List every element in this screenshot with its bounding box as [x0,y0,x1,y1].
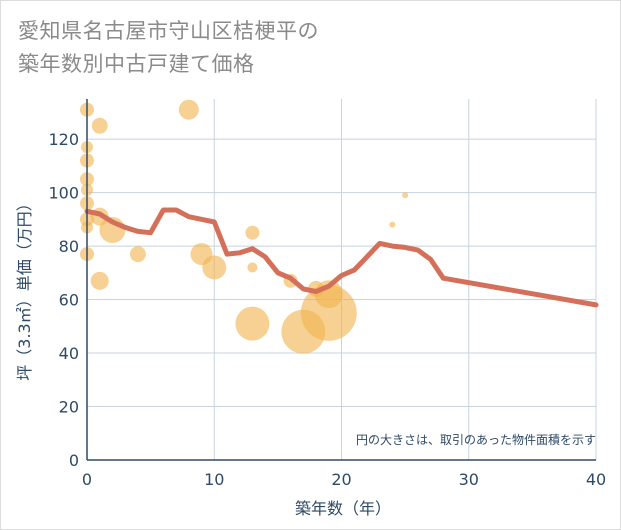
data-bubble [91,117,108,134]
y-tick-label: 60 [59,291,79,310]
x-tick-label: 40 [586,470,606,489]
chart-title-line-2: 築年数別中古戸建て価格 [18,52,255,76]
x-tick-label: 10 [204,470,224,489]
data-bubble [281,309,326,354]
chart-title-line-1: 愛知県名古屋市守山区桔梗平の [18,19,319,43]
data-bubble [178,99,199,120]
y-tick-label: 20 [59,398,79,417]
axes: 0 20 40 60 80 100 120 0 10 20 30 40 [48,99,606,489]
x-tick-label: 0 [82,470,92,489]
y-tick-label: 100 [48,184,79,203]
x-tick-label: 30 [459,470,479,489]
y-tick-label: 120 [48,130,79,149]
data-bubble [245,225,260,240]
y-tick-label: 0 [69,451,79,470]
x-axis-title: 築年数（年） [295,499,391,518]
y-tick-label: 80 [59,237,79,256]
data-bubble [90,271,109,290]
data-bubble [235,306,270,341]
bubbles [80,99,409,354]
data-bubble [402,192,409,199]
average-price-trend-line [84,207,599,308]
x-tick-label: 20 [331,470,351,489]
chart-title: 愛知県名古屋市守山区桔梗平の 築年数別中古戸建て価格 [18,15,319,81]
data-bubble [190,243,213,266]
data-bubble [129,246,146,263]
data-bubble [247,262,258,273]
y-tick-label: 40 [59,344,79,363]
grid-lines [87,99,597,460]
data-bubble [389,221,396,228]
y-axis-title: 坪（3.3㎡）単価（万円） [15,195,34,380]
bubble-size-note: 円の大きさは、取引のあった物件面積を示す [356,432,596,447]
trend-line-layer [84,207,599,308]
